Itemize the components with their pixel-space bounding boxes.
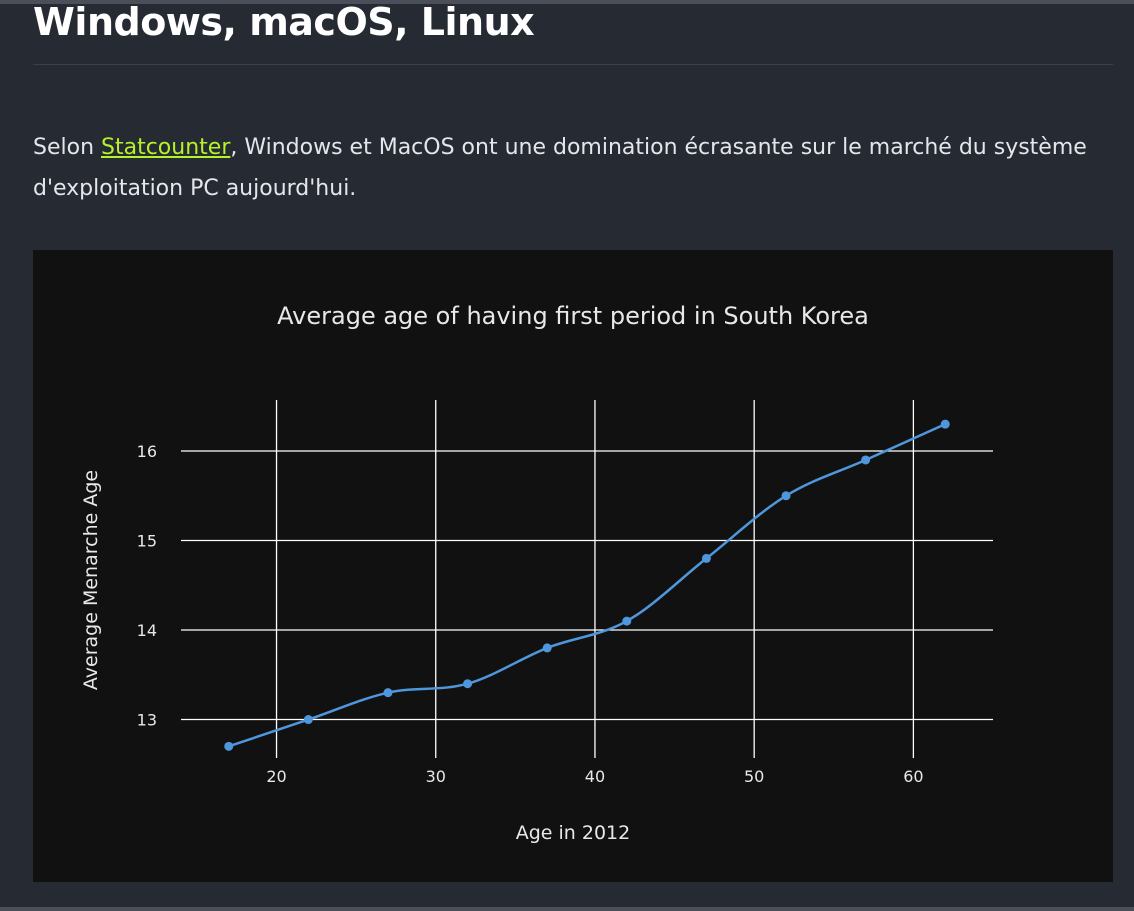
top-border bbox=[0, 0, 1134, 4]
paragraph-text-after: , Windows et MacOS ont une domination éc… bbox=[33, 135, 1087, 201]
intro-paragraph: Selon Statcounter, Windows et MacOS ont … bbox=[33, 127, 1113, 209]
data-point-52 bbox=[781, 491, 791, 501]
data-point-47 bbox=[701, 553, 711, 563]
data-point-57 bbox=[861, 455, 871, 465]
series-points bbox=[224, 419, 950, 751]
statcounter-link[interactable]: Statcounter bbox=[101, 135, 231, 160]
y-axis-label: Average Menarche Age bbox=[80, 470, 102, 690]
x-tick-label-40: 40 bbox=[585, 767, 605, 786]
chart-panel: 20 30 40 50 60 13 14 15 16 Average age of having… bbox=[33, 250, 1113, 882]
section-heading: Windows, macOS, Linux bbox=[33, 0, 535, 44]
data-point-37 bbox=[542, 643, 552, 653]
heading-divider bbox=[33, 64, 1113, 65]
x-axis-label: Age in 2012 bbox=[516, 822, 631, 844]
data-point-17 bbox=[224, 741, 234, 751]
x-tick-label-50: 50 bbox=[744, 767, 764, 786]
data-point-42 bbox=[622, 616, 632, 626]
y-tick-label-15: 15 bbox=[137, 532, 157, 551]
data-point-32 bbox=[463, 679, 473, 689]
bottom-border bbox=[0, 907, 1134, 911]
y-tick-label-14: 14 bbox=[137, 621, 157, 640]
x-tick-label-20: 20 bbox=[266, 767, 286, 786]
grid bbox=[181, 400, 993, 758]
data-point-27 bbox=[383, 688, 393, 698]
y-tick-label-16: 16 bbox=[137, 442, 157, 461]
chart-title: Average age of having first period in So… bbox=[277, 302, 869, 330]
line-chart: 20 30 40 50 60 13 14 15 16 Average age of having… bbox=[80, 302, 993, 844]
data-point-22 bbox=[303, 715, 313, 725]
x-tick-label-60: 60 bbox=[903, 767, 923, 786]
x-tick-label-30: 30 bbox=[426, 767, 446, 786]
paragraph-text-before: Selon bbox=[33, 135, 102, 160]
y-tick-label-13: 13 bbox=[137, 711, 157, 730]
tick-labels: 20 30 40 50 60 13 14 15 16 bbox=[137, 442, 924, 786]
series-line bbox=[228, 423, 946, 748]
data-point-62 bbox=[940, 419, 950, 429]
